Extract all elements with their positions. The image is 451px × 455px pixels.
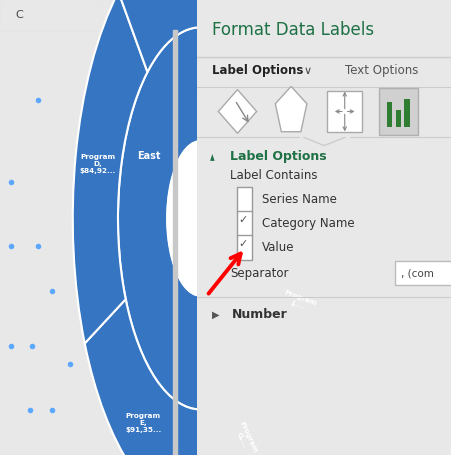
Wedge shape — [200, 341, 298, 455]
Bar — [102, 0, 177, 30]
Bar — [395, 110, 400, 127]
Text: Category Name: Category Name — [261, 217, 354, 230]
Text: Format Data Labels: Format Data Labels — [212, 20, 373, 39]
Text: Label Options: Label Options — [229, 150, 326, 162]
Circle shape — [167, 141, 234, 296]
Text: ✓: ✓ — [238, 239, 248, 249]
Bar — [237, 236, 251, 260]
Text: D: D — [118, 10, 126, 20]
FancyBboxPatch shape — [394, 261, 451, 285]
Bar — [237, 187, 251, 212]
Text: ◄: ◄ — [207, 152, 216, 160]
Text: ▶: ▶ — [212, 310, 219, 320]
Text: C: C — [16, 10, 23, 20]
Wedge shape — [84, 299, 200, 455]
Text: Label Contains: Label Contains — [229, 169, 317, 182]
Bar — [0, 0, 196, 30]
Bar — [378, 88, 417, 135]
Bar — [237, 211, 251, 237]
Wedge shape — [267, 49, 327, 218]
Text: Separator: Separator — [229, 267, 288, 279]
Text: Text Options: Text Options — [344, 64, 417, 77]
Bar — [327, 91, 361, 132]
Polygon shape — [275, 86, 306, 131]
Text: ▲: ▲ — [183, 14, 189, 23]
Bar — [177, 0, 196, 34]
Text: ✓: ✓ — [238, 215, 248, 225]
Text: Program
D,
$84,92...: Program D, $84,92... — [80, 154, 116, 174]
Wedge shape — [118, 27, 267, 410]
Wedge shape — [214, 0, 304, 109]
Bar — [173, 30, 177, 455]
Text: , (com: , (com — [400, 268, 433, 278]
Text: Value: Value — [261, 242, 294, 254]
Wedge shape — [73, 0, 147, 344]
Text: Number: Number — [232, 308, 287, 321]
Text: Program
J,...: Program J,... — [281, 290, 317, 313]
Wedge shape — [118, 0, 222, 72]
Polygon shape — [218, 90, 256, 133]
Bar — [404, 99, 409, 127]
Wedge shape — [200, 109, 282, 410]
Text: ∨: ∨ — [303, 66, 311, 76]
Text: East: East — [137, 152, 161, 162]
Text: Label Options: Label Options — [212, 64, 303, 77]
Bar — [0, 0, 102, 30]
Text: Series Name: Series Name — [261, 193, 336, 206]
Bar — [177, 0, 196, 455]
Text: Program
G,...: Program G,... — [231, 421, 258, 455]
Bar — [386, 102, 391, 127]
Wedge shape — [263, 218, 327, 409]
Text: Program
E,
$91,35...: Program E, $91,35... — [125, 413, 161, 433]
